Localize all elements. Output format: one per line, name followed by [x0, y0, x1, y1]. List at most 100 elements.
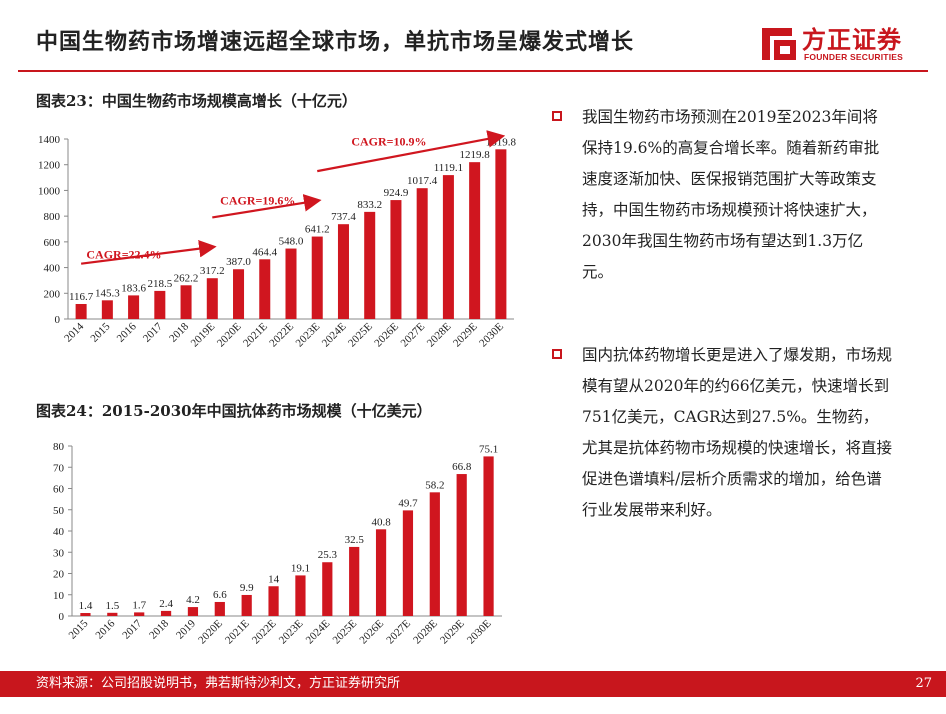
x-tick-label: 2015: [67, 617, 91, 641]
y-tick-label: 80: [53, 441, 65, 453]
y-tick-label: 800: [44, 211, 61, 223]
bar: [322, 562, 333, 616]
x-tick-label: 2022E: [250, 617, 279, 646]
x-tick-label: 2029E: [451, 320, 480, 349]
data-label: 464.4: [252, 246, 277, 258]
bar: [101, 300, 113, 319]
footer-bar: 资料来源：公司招股说明书，弗若斯特沙利文，方正证券研究所 27: [0, 671, 946, 697]
x-tick-label: 2024E: [304, 617, 333, 646]
y-tick-label: 60: [53, 484, 65, 496]
bar: [295, 575, 306, 616]
x-tick-label: 2016: [93, 617, 117, 641]
y-tick-label: 0: [55, 314, 61, 326]
data-label: 183.6: [121, 282, 146, 294]
data-label: 833.2: [357, 199, 382, 211]
x-tick-label: 2029E: [438, 617, 467, 646]
x-tick-label: 2025E: [346, 320, 375, 349]
bar: [442, 175, 454, 319]
data-label: 116.7: [69, 291, 94, 303]
x-tick-label: 2016: [115, 320, 139, 344]
data-label: 58.2: [425, 479, 444, 491]
bar: [311, 236, 323, 319]
data-label: 14: [268, 573, 280, 585]
bar: [233, 269, 245, 319]
data-label: 75.1: [479, 443, 498, 455]
bar: [483, 456, 494, 616]
bar: [128, 295, 140, 319]
data-label: 641.2: [305, 224, 330, 236]
cagr-arrow: [80, 239, 217, 265]
x-tick-label: 2028E: [411, 617, 440, 646]
x-tick-label: 2018: [147, 617, 171, 641]
x-tick-label: 2030E: [477, 320, 506, 349]
x-tick-label: 2028E: [425, 320, 454, 349]
bar: [416, 188, 428, 319]
bullet-text: 国内抗体药物增长更是进入了爆发期，市场规模有望从2020年的约66亿美元，快速增…: [582, 346, 893, 519]
x-tick-label: 2024E: [320, 320, 349, 349]
bullet-text: 我国生物药市场预测在2019至2023年间将保持19.6%的高复合增长率。随着新…: [582, 108, 880, 281]
bar: [469, 162, 481, 319]
figure-24-title: 图表24：2015-2030年中国抗体药市场规模（十亿美元）: [36, 402, 432, 420]
x-tick-label: 2025E: [331, 617, 360, 646]
bar: [259, 259, 271, 319]
bar: [402, 510, 414, 616]
chart-antibody-market: 0 10 20 30 40 50 60 70 80 1.4 2015 1.5 2016 1.7 2017 2.…: [53, 441, 502, 646]
data-label: 9.9: [240, 582, 254, 594]
data-label: 6.6: [213, 589, 227, 601]
bar: [337, 224, 349, 319]
x-tick-label: 2027E: [384, 617, 413, 646]
bar: [268, 586, 279, 616]
cagr-arrow: [212, 194, 322, 219]
bullet-square-icon: [552, 349, 562, 359]
data-label: 548.0: [279, 236, 304, 248]
data-label: 145.3: [95, 287, 120, 299]
bar: [154, 290, 166, 319]
y-tick-label: 0: [59, 611, 65, 623]
data-label: 387.0: [226, 256, 251, 268]
cagr-arrow: [317, 130, 506, 173]
x-tick-label: 2014: [62, 320, 86, 344]
header-divider: [18, 70, 928, 72]
x-tick-label: 2021E: [223, 617, 252, 646]
footer-source: 资料来源：公司招股说明书，弗若斯特沙利文，方正证券研究所: [36, 676, 401, 691]
y-tick-label: 600: [44, 237, 61, 249]
data-label: 1.4: [79, 600, 93, 612]
cagr-annotation: CAGR=10.9%: [351, 135, 426, 149]
bar: [180, 285, 192, 319]
x-tick-label: 2023E: [294, 320, 323, 349]
x-tick-label: 2030E: [465, 617, 494, 646]
y-tick-label: 70: [53, 462, 65, 474]
data-label: 1.5: [105, 600, 119, 612]
bar: [134, 612, 145, 616]
bar: [160, 610, 172, 616]
data-label: 19.1: [291, 562, 310, 574]
data-label: 317.2: [200, 265, 225, 277]
figure-23-title: 图表23：中国生物药市场规模高增长（十亿元）: [36, 92, 357, 110]
x-tick-label: 2021E: [241, 320, 270, 349]
data-label: 2.4: [159, 598, 173, 610]
x-tick-label: 2015: [88, 320, 112, 344]
y-tick-label: 1400: [38, 134, 61, 146]
bar: [75, 303, 87, 319]
y-tick-label: 1200: [38, 160, 61, 172]
data-label: 737.4: [331, 211, 356, 223]
data-label: 924.9: [384, 187, 409, 199]
x-tick-label: 2020E: [196, 617, 225, 646]
bar: [214, 601, 225, 616]
bar: [285, 248, 297, 319]
data-label: 218.5: [147, 278, 172, 290]
bullet-antibody-market: 国内抗体药物增长更是进入了爆发期，市场规模有望从2020年的约66亿美元，快速增…: [552, 340, 892, 526]
data-label: 262.2: [174, 272, 199, 284]
x-tick-label: 2027E: [398, 320, 427, 349]
cagr-annotation: CAGR=22.4%: [86, 248, 161, 262]
brand-mark-icon: [762, 28, 796, 60]
y-tick-label: 30: [53, 547, 65, 559]
data-label: 1.7: [132, 599, 146, 611]
bar: [80, 613, 91, 616]
page-number: 27: [915, 676, 932, 691]
y-tick-label: 400: [44, 263, 61, 275]
data-label: 32.5: [345, 534, 365, 546]
bar: [456, 474, 467, 616]
bar: [495, 149, 507, 319]
chart-bio-market: 0 200 400 600 800 1000 1200 1400 116.7 2014 145.3 2…: [38, 130, 517, 349]
